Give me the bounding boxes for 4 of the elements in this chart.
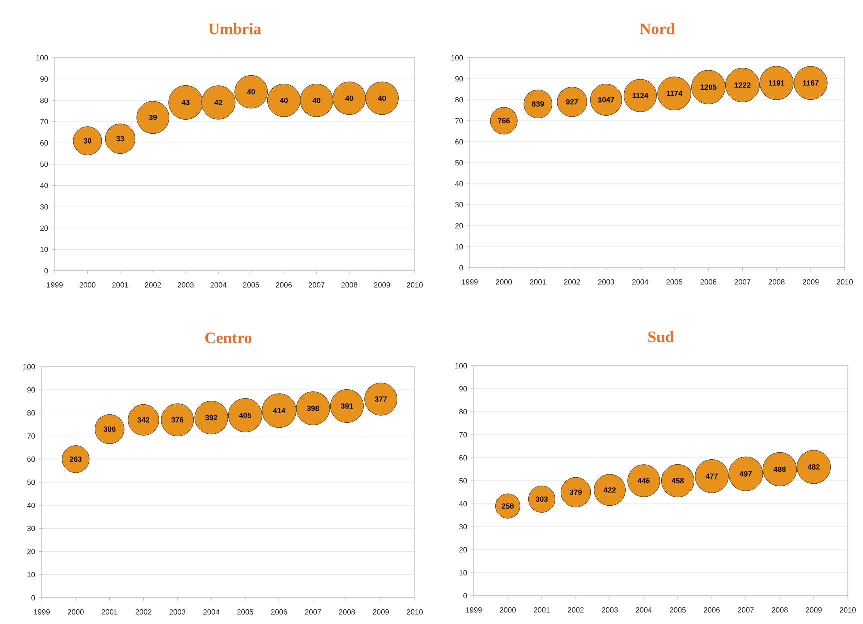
chart-title: Umbria bbox=[208, 23, 262, 34]
chart-title: Nord bbox=[640, 23, 676, 34]
chart-title: Centro bbox=[206, 332, 252, 344]
chart-title: Sud bbox=[648, 331, 674, 342]
